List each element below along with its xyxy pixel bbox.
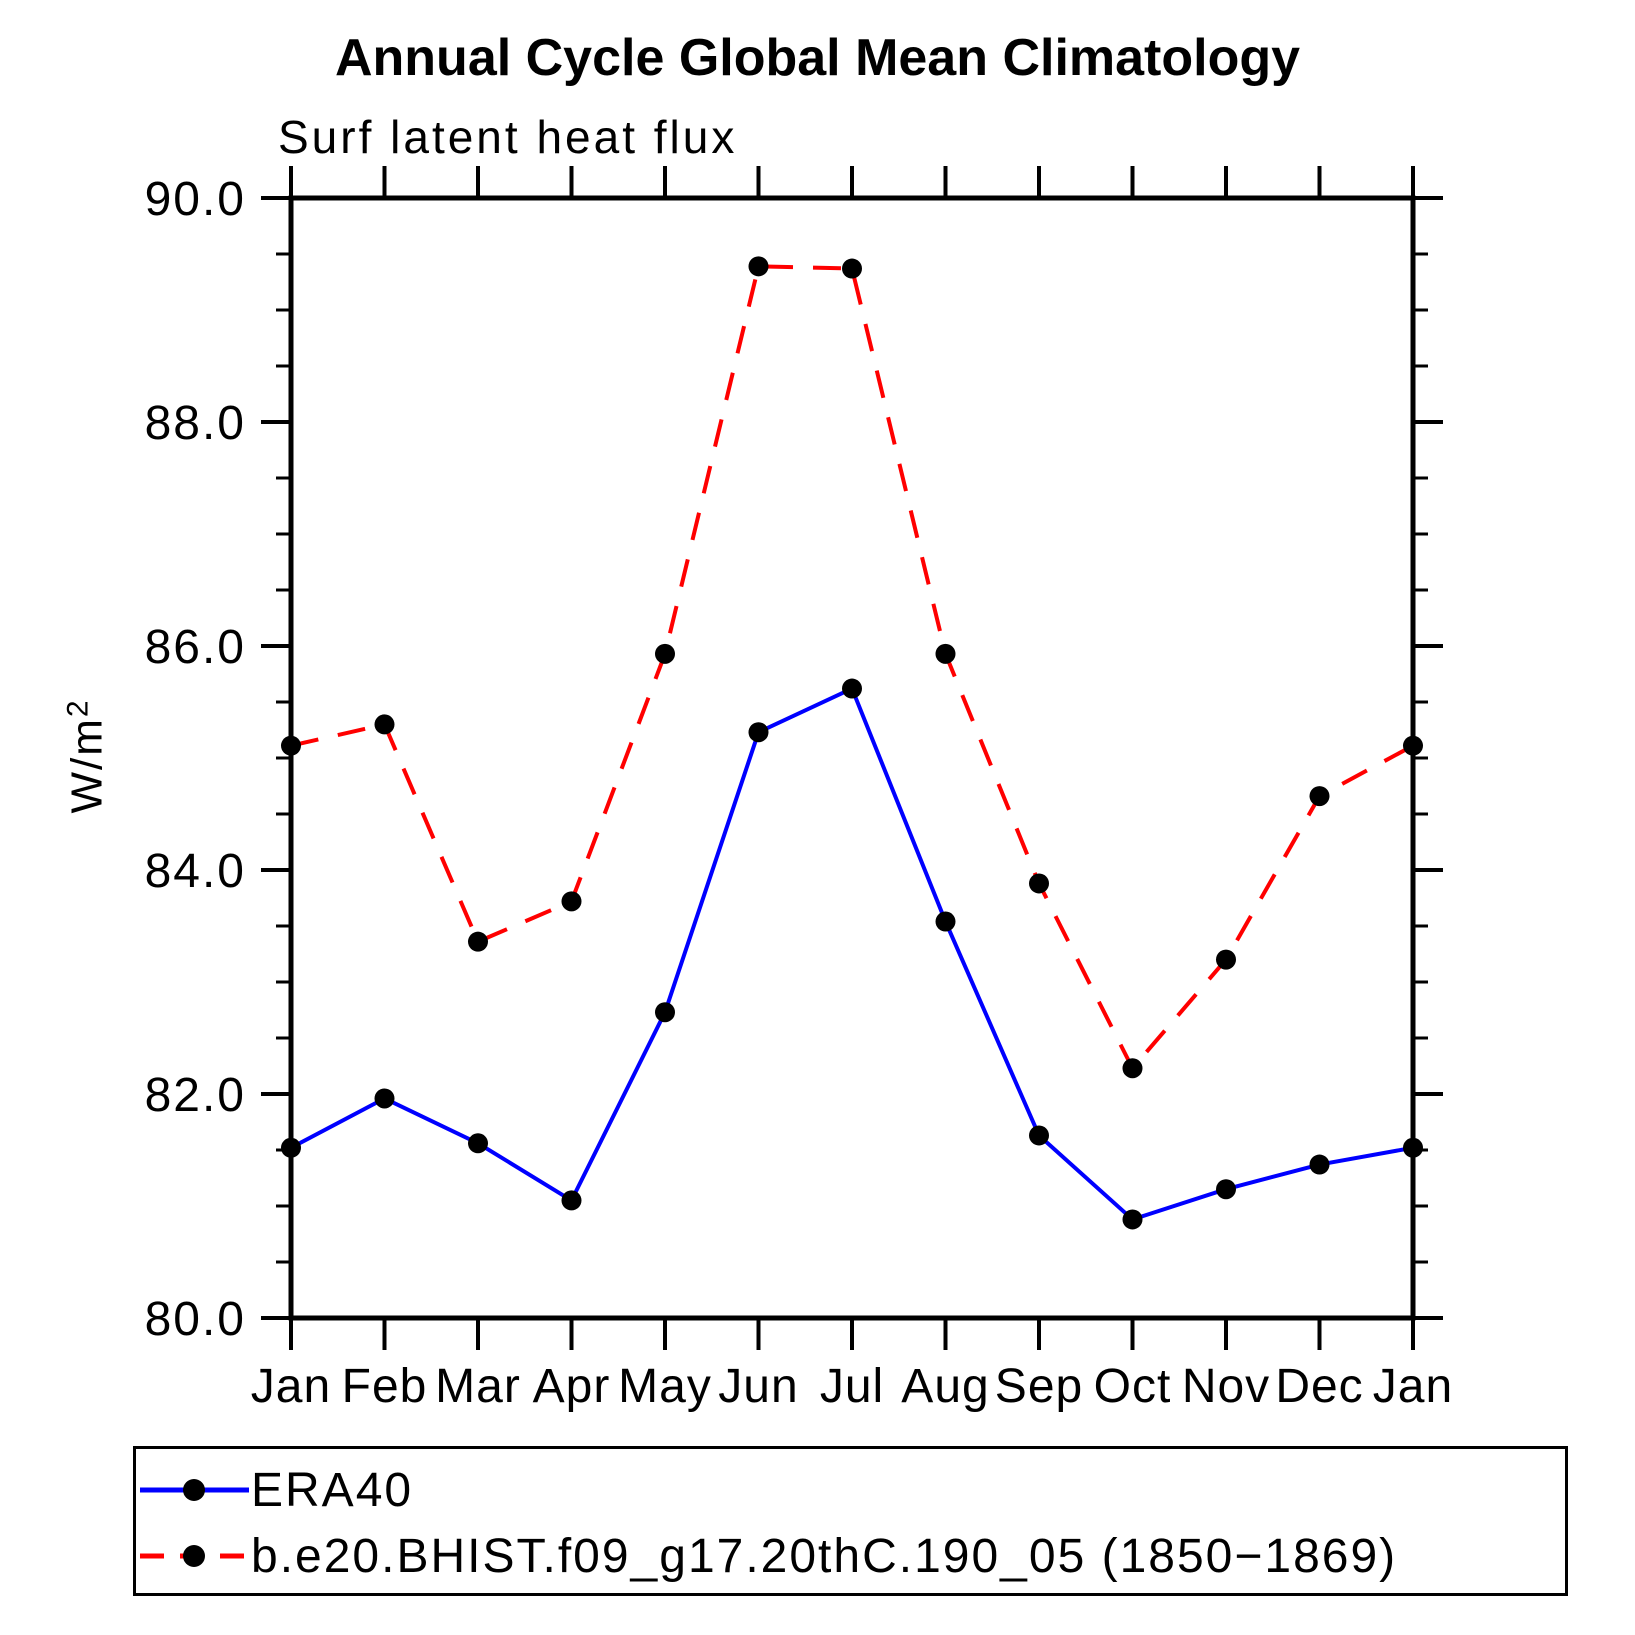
data-point-marker-1 xyxy=(281,735,301,756)
data-point-marker-0 xyxy=(1029,1125,1049,1146)
y-axis-tick-label: 82.0 xyxy=(145,1069,246,1122)
data-point-marker-0 xyxy=(1309,1154,1330,1175)
data-point-marker-1 xyxy=(468,931,488,952)
y-axis-tick-label: 88.0 xyxy=(145,397,246,450)
legend: ERA40 b.e20.BHIST.f09_g17.20thC.190_05 (… xyxy=(133,1446,1568,1596)
series-line-1 xyxy=(290,264,1414,1071)
data-point-marker-1 xyxy=(935,643,956,664)
x-axis-month-label: May xyxy=(618,1360,712,1413)
data-point-marker-0 xyxy=(1122,1209,1143,1230)
data-point-marker-1 xyxy=(1403,735,1423,756)
x-axis-month-label: Sep xyxy=(995,1360,1083,1413)
chart-title: Annual Cycle Global Mean Climatology xyxy=(334,29,1301,87)
data-point-marker-0 xyxy=(842,678,862,699)
data-point-marker-1 xyxy=(1029,873,1049,894)
x-axis-month-label: Jul xyxy=(820,1360,884,1413)
legend-entry-era40: ERA40 xyxy=(136,1463,413,1517)
data-point-marker-0 xyxy=(468,1133,488,1154)
x-axis-month-label: Nov xyxy=(1182,1360,1270,1413)
y-axis-tick-label: 80.0 xyxy=(145,1293,246,1346)
x-axis-month-label: Apr xyxy=(533,1360,611,1413)
x-axis-month-label: Dec xyxy=(1275,1360,1363,1413)
y-axis-tick-label: 86.0 xyxy=(145,621,246,674)
x-axis-month-label: Jan xyxy=(1373,1360,1453,1413)
x-axis-month-label: Oct xyxy=(1094,1360,1172,1413)
data-point-marker-1 xyxy=(374,714,395,735)
x-axis-month-label: Jan xyxy=(251,1360,331,1413)
data-point-marker-0 xyxy=(374,1088,395,1109)
data-point-marker-0 xyxy=(1403,1137,1423,1158)
data-point-marker-1 xyxy=(1216,949,1236,970)
y-axis-tick-label: 90.0 xyxy=(145,173,246,226)
x-axis-month-label: Aug xyxy=(901,1360,989,1413)
data-point-marker-0 xyxy=(1216,1179,1236,1200)
data-point-marker-0 xyxy=(561,1190,582,1211)
data-point-marker-0 xyxy=(655,1002,675,1023)
legend-line-sample-icon xyxy=(140,1479,249,1501)
series-line-0 xyxy=(290,686,1414,1222)
x-axis-month-label: Jun xyxy=(718,1360,798,1413)
legend-entry-model: b.e20.BHIST.f09_g17.20thC.190_05 (1850−1… xyxy=(136,1529,1397,1583)
axis-frame xyxy=(288,195,1416,1321)
data-point-marker-1 xyxy=(748,256,769,277)
data-point-marker-1 xyxy=(1309,786,1330,807)
chart-subtitle: Surf latent heat flux xyxy=(278,111,738,163)
x-axis-month-label: Mar xyxy=(435,1360,521,1413)
data-point-marker-1 xyxy=(561,891,582,912)
data-point-marker-0 xyxy=(935,911,956,932)
data-point-marker-1 xyxy=(1122,1058,1143,1079)
legend-label-era40: ERA40 xyxy=(251,1463,414,1517)
data-point-marker-0 xyxy=(281,1137,301,1158)
x-axis-month-label: Feb xyxy=(342,1360,428,1413)
data-point-marker-1 xyxy=(842,258,862,279)
legend-line-sample-icon xyxy=(140,1545,249,1567)
data-point-marker-0 xyxy=(748,722,769,743)
legend-label-model: b.e20.BHIST.f09_g17.20thC.190_05 (1850−1… xyxy=(251,1529,1398,1583)
y-axis-tick-label: 84.0 xyxy=(145,845,246,898)
data-point-marker-1 xyxy=(655,643,675,664)
